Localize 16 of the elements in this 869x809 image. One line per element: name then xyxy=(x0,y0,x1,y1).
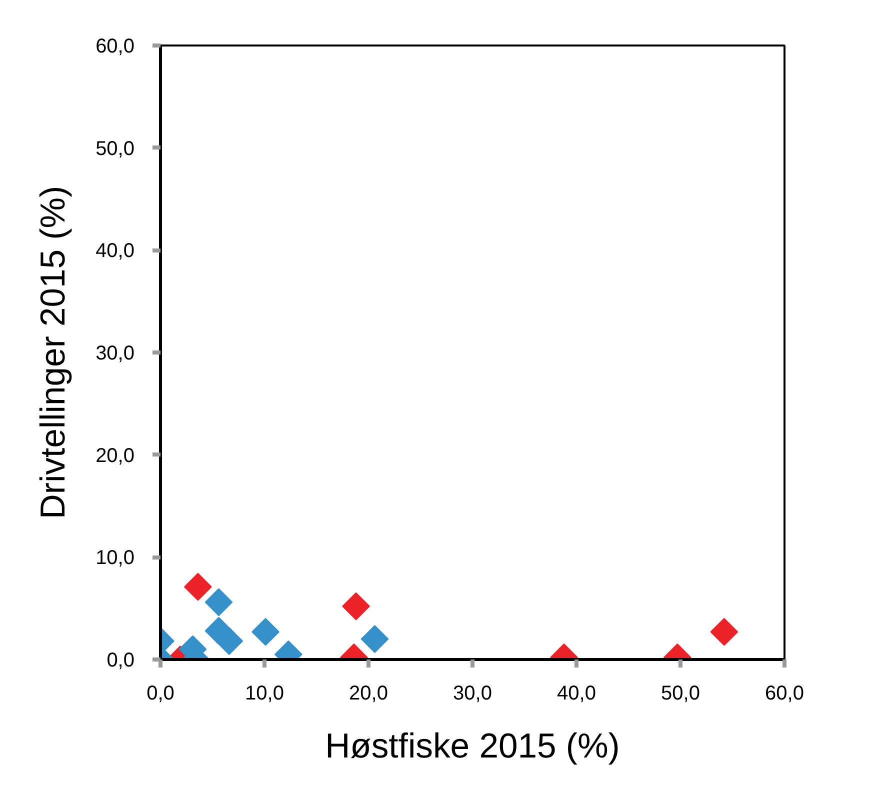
x-axis-title: Høstfiske 2015 (%) xyxy=(325,728,620,766)
x-tick-label: 40,0 xyxy=(557,682,596,704)
y-tick-label: 20,0 xyxy=(96,444,135,467)
y-tick-label: 40,0 xyxy=(96,240,135,262)
y-tick-label: 50,0 xyxy=(96,138,135,160)
x-tick-label: 60,0 xyxy=(765,682,804,704)
y-tick-label: 10,0 xyxy=(96,547,135,570)
y-tick-label: 0,0 xyxy=(106,650,135,672)
x-tick-label: 0,0 xyxy=(146,682,174,704)
x-tick-label: 30,0 xyxy=(453,682,492,704)
x-tick-label: 50,0 xyxy=(661,682,700,704)
x-tick-label: 10,0 xyxy=(245,682,284,704)
y-tick-label: 60,0 xyxy=(96,36,135,58)
y-axis-title: Drivtellinger 2015 (%) xyxy=(34,186,73,520)
x-tick-label: 20,0 xyxy=(349,682,388,704)
y-tick-label: 30,0 xyxy=(96,342,135,364)
